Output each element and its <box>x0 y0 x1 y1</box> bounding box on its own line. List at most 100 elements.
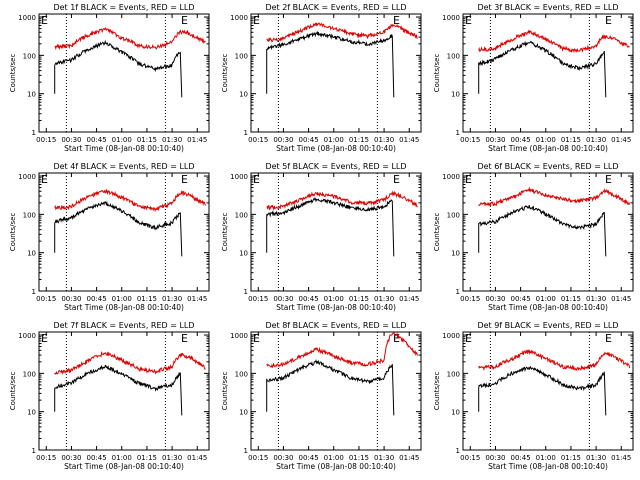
x-tick-label: 01:00 <box>112 136 132 144</box>
y-tick-label: 1000 <box>18 173 36 181</box>
x-tick-label: 00:30 <box>485 454 505 462</box>
x-tick-label: 00:30 <box>273 136 293 144</box>
x-tick-label: 01:15 <box>561 454 581 462</box>
events-series-line <box>266 197 395 257</box>
corner-mark: E <box>393 332 400 345</box>
panel-title: Det 1f BLACK = Events, RED = LLD <box>53 3 194 12</box>
events-series-line <box>266 359 395 416</box>
x-axis-label: Start Time (08-Jan-08 00:10:40) <box>64 144 184 153</box>
x-tick-label: 01:15 <box>561 295 581 303</box>
y-tick-label: 100 <box>23 52 36 60</box>
y-tick-label: 10 <box>451 91 460 99</box>
y-tick-label: 10 <box>239 409 248 417</box>
panel-title: Det 2f BLACK = Events, RED = LLD <box>265 3 406 12</box>
plot-frame <box>250 172 422 292</box>
y-tick-label: 10 <box>239 250 248 258</box>
x-tick-label: 01:00 <box>112 454 132 462</box>
detector-panel: Det 8f BLACK = Events, RED = LLD E E 00:15 0… <box>221 321 422 471</box>
lld-series-line <box>478 349 631 372</box>
x-tick-label: 00:45 <box>511 454 531 462</box>
y-tick-label: 10 <box>27 250 36 258</box>
y-tick-label: 1 <box>244 129 248 137</box>
panel-title: Det 8f BLACK = Events, RED = LLD <box>265 321 406 330</box>
x-tick-label: 00:15 <box>36 454 56 462</box>
x-tick-label: 00:30 <box>61 295 81 303</box>
x-tick-label: 00:45 <box>87 295 107 303</box>
x-tick-label: 01:30 <box>162 136 182 144</box>
x-tick-label: 01:45 <box>187 295 207 303</box>
y-tick-label: 100 <box>447 52 460 60</box>
x-tick-label: 00:15 <box>248 136 268 144</box>
y-tick-label: 1 <box>456 129 460 137</box>
lld-series-line <box>478 29 630 54</box>
y-tick-label: 1000 <box>442 173 460 181</box>
x-tick-label: 01:15 <box>137 295 157 303</box>
detector-panel: Det 7f BLACK = Events, RED = LLD E E 00:15 0… <box>9 321 210 471</box>
y-tick-label: 1 <box>456 447 460 455</box>
x-axis-label: Start Time (08-Jan-08 00:10:40) <box>64 303 184 312</box>
x-tick-label: 01:15 <box>349 295 369 303</box>
y-axis-label: Counts/sec <box>9 213 17 252</box>
x-axis-label: Start Time (08-Jan-08 00:10:40) <box>488 462 608 471</box>
events-series-line <box>54 200 183 257</box>
x-tick-label: 00:30 <box>61 454 81 462</box>
x-tick-label: 01:15 <box>349 136 369 144</box>
panel-title: Det 3f BLACK = Events, RED = LLD <box>477 3 618 12</box>
x-tick-label: 01:45 <box>399 295 419 303</box>
y-tick-label: 1 <box>32 447 36 455</box>
corner-mark: E <box>181 332 188 345</box>
x-tick-label: 01:00 <box>536 454 556 462</box>
detector-panel: Det 3f BLACK = Events, RED = LLD E E 00:15 0… <box>433 3 634 153</box>
x-tick-label: 00:30 <box>273 454 293 462</box>
x-tick-label: 00:45 <box>87 136 107 144</box>
x-tick-label: 00:30 <box>273 295 293 303</box>
x-tick-label: 01:30 <box>586 295 606 303</box>
x-tick-label: 00:30 <box>485 136 505 144</box>
plot-frame <box>38 331 210 451</box>
x-tick-label: 01:30 <box>586 136 606 144</box>
corner-mark: E <box>465 14 472 27</box>
x-axis-label: Start Time (08-Jan-08 00:10:40) <box>276 144 396 153</box>
x-tick-label: 00:15 <box>248 454 268 462</box>
x-tick-label: 00:45 <box>299 136 319 144</box>
x-tick-label: 00:30 <box>61 136 81 144</box>
x-axis-label: Start Time (08-Jan-08 00:10:40) <box>488 144 608 153</box>
y-tick-label: 100 <box>23 370 36 378</box>
events-series-line <box>54 39 183 98</box>
events-series-line <box>478 204 607 257</box>
x-tick-label: 00:30 <box>485 295 505 303</box>
x-tick-label: 00:45 <box>511 136 531 144</box>
detector-panel: Det 9f BLACK = Events, RED = LLD E E 00:15 0… <box>433 321 634 471</box>
y-tick-label: 10 <box>27 409 36 417</box>
corner-mark: E <box>41 332 48 345</box>
y-axis-label: Counts/sec <box>221 372 229 411</box>
x-tick-label: 00:45 <box>299 454 319 462</box>
x-tick-label: 01:30 <box>162 454 182 462</box>
x-tick-label: 01:00 <box>536 295 556 303</box>
corner-mark: E <box>465 332 472 345</box>
detector-panel: Det 2f BLACK = Events, RED = LLD E E 00:15 0… <box>221 3 422 153</box>
y-tick-label: 10 <box>451 409 460 417</box>
panel-title: Det 6f BLACK = Events, RED = LLD <box>477 162 618 171</box>
plot-frame <box>250 13 422 133</box>
x-tick-label: 01:15 <box>137 454 157 462</box>
y-axis-label: Counts/sec <box>221 54 229 93</box>
x-tick-label: 00:15 <box>460 295 480 303</box>
x-tick-label: 01:30 <box>586 454 606 462</box>
y-tick-label: 100 <box>235 211 248 219</box>
y-tick-label: 1000 <box>442 14 460 22</box>
plot-frame <box>462 172 634 292</box>
y-tick-label: 1000 <box>18 14 36 22</box>
y-tick-label: 1000 <box>230 173 248 181</box>
y-tick-label: 100 <box>23 211 36 219</box>
plot-frame <box>38 13 210 133</box>
panel-title: Det 9f BLACK = Events, RED = LLD <box>477 321 618 330</box>
lld-series-line <box>54 350 206 375</box>
x-tick-label: 01:15 <box>137 136 157 144</box>
panel-title: Det 5f BLACK = Events, RED = LLD <box>265 162 406 171</box>
events-series-line <box>478 40 607 98</box>
x-tick-label: 01:45 <box>399 454 419 462</box>
y-axis-label: Counts/sec <box>221 213 229 252</box>
y-axis-label: Counts/sec <box>433 213 441 252</box>
